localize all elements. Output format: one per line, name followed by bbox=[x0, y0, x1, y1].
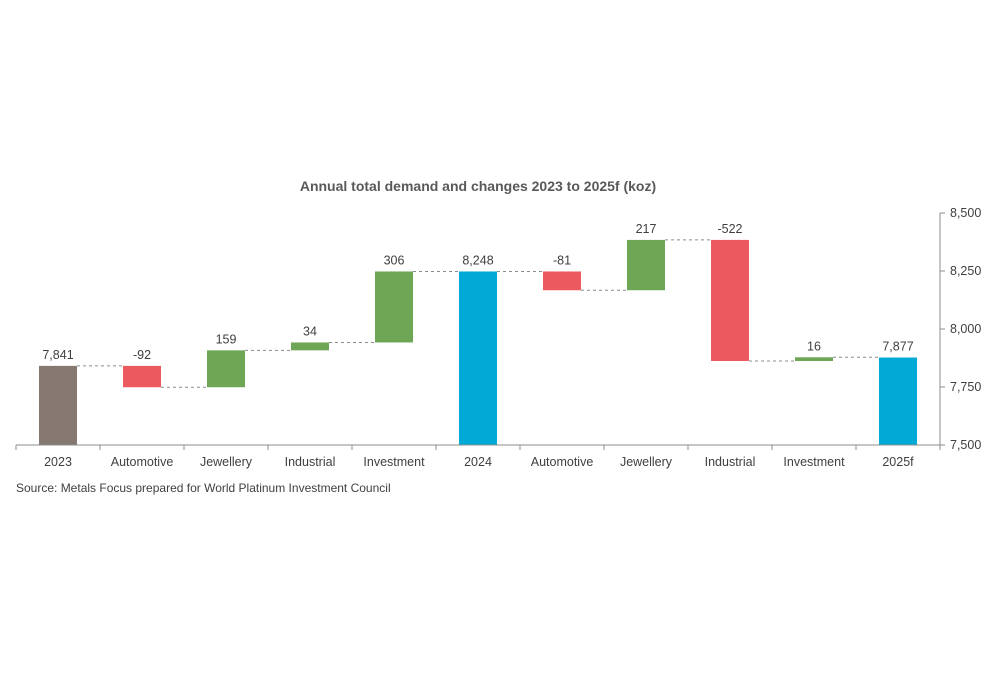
bar-2024-5 bbox=[459, 271, 497, 445]
x-tick-label: 2023 bbox=[44, 455, 72, 469]
x-tick-label: Investment bbox=[363, 455, 425, 469]
data-label: 7,841 bbox=[42, 348, 73, 362]
x-tick-label: Automotive bbox=[531, 455, 594, 469]
chart-title: Annual total demand and changes 2023 to … bbox=[299, 178, 657, 194]
data-label: 217 bbox=[636, 222, 657, 236]
bar-2025f-10 bbox=[879, 357, 917, 445]
bar-investment-4 bbox=[375, 271, 413, 343]
x-tick-label: 2024 bbox=[464, 455, 492, 469]
y-tick-label: 8,000 bbox=[950, 322, 981, 336]
bar-automotive-6 bbox=[543, 271, 581, 291]
x-tick-label: Jewellery bbox=[620, 455, 673, 469]
data-label: -522 bbox=[717, 222, 742, 236]
x-tick-label: Investment bbox=[783, 455, 845, 469]
x-tick-label: Industrial bbox=[285, 455, 336, 469]
data-label: 7,877 bbox=[882, 340, 913, 354]
data-label: 159 bbox=[216, 332, 237, 346]
data-label: 16 bbox=[807, 339, 821, 353]
bar-jewellery-2 bbox=[207, 350, 245, 388]
data-label: 34 bbox=[303, 324, 317, 338]
y-tick-label: 8,250 bbox=[950, 264, 981, 278]
bar-jewellery-7 bbox=[627, 239, 665, 291]
data-label: -92 bbox=[133, 348, 151, 362]
bar-industrial-8 bbox=[711, 239, 749, 362]
data-label: 306 bbox=[384, 253, 405, 267]
x-tick-label: Automotive bbox=[111, 455, 174, 469]
source-note: Source: Metals Focus prepared for World … bbox=[16, 481, 391, 495]
x-tick-label: 2025f bbox=[882, 455, 914, 469]
bar-2023-0 bbox=[39, 365, 77, 445]
data-label: 8,248 bbox=[462, 253, 493, 267]
x-tick-label: Industrial bbox=[705, 455, 756, 469]
data-label: -81 bbox=[553, 253, 571, 267]
y-tick-label: 7,750 bbox=[950, 380, 981, 394]
bar-industrial-3 bbox=[291, 342, 329, 351]
bar-investment-9 bbox=[795, 357, 833, 362]
y-tick-label: 7,500 bbox=[950, 438, 981, 452]
y-tick-label: 8,500 bbox=[950, 206, 981, 220]
x-tick-label: Jewellery bbox=[200, 455, 253, 469]
bar-automotive-1 bbox=[123, 365, 161, 388]
